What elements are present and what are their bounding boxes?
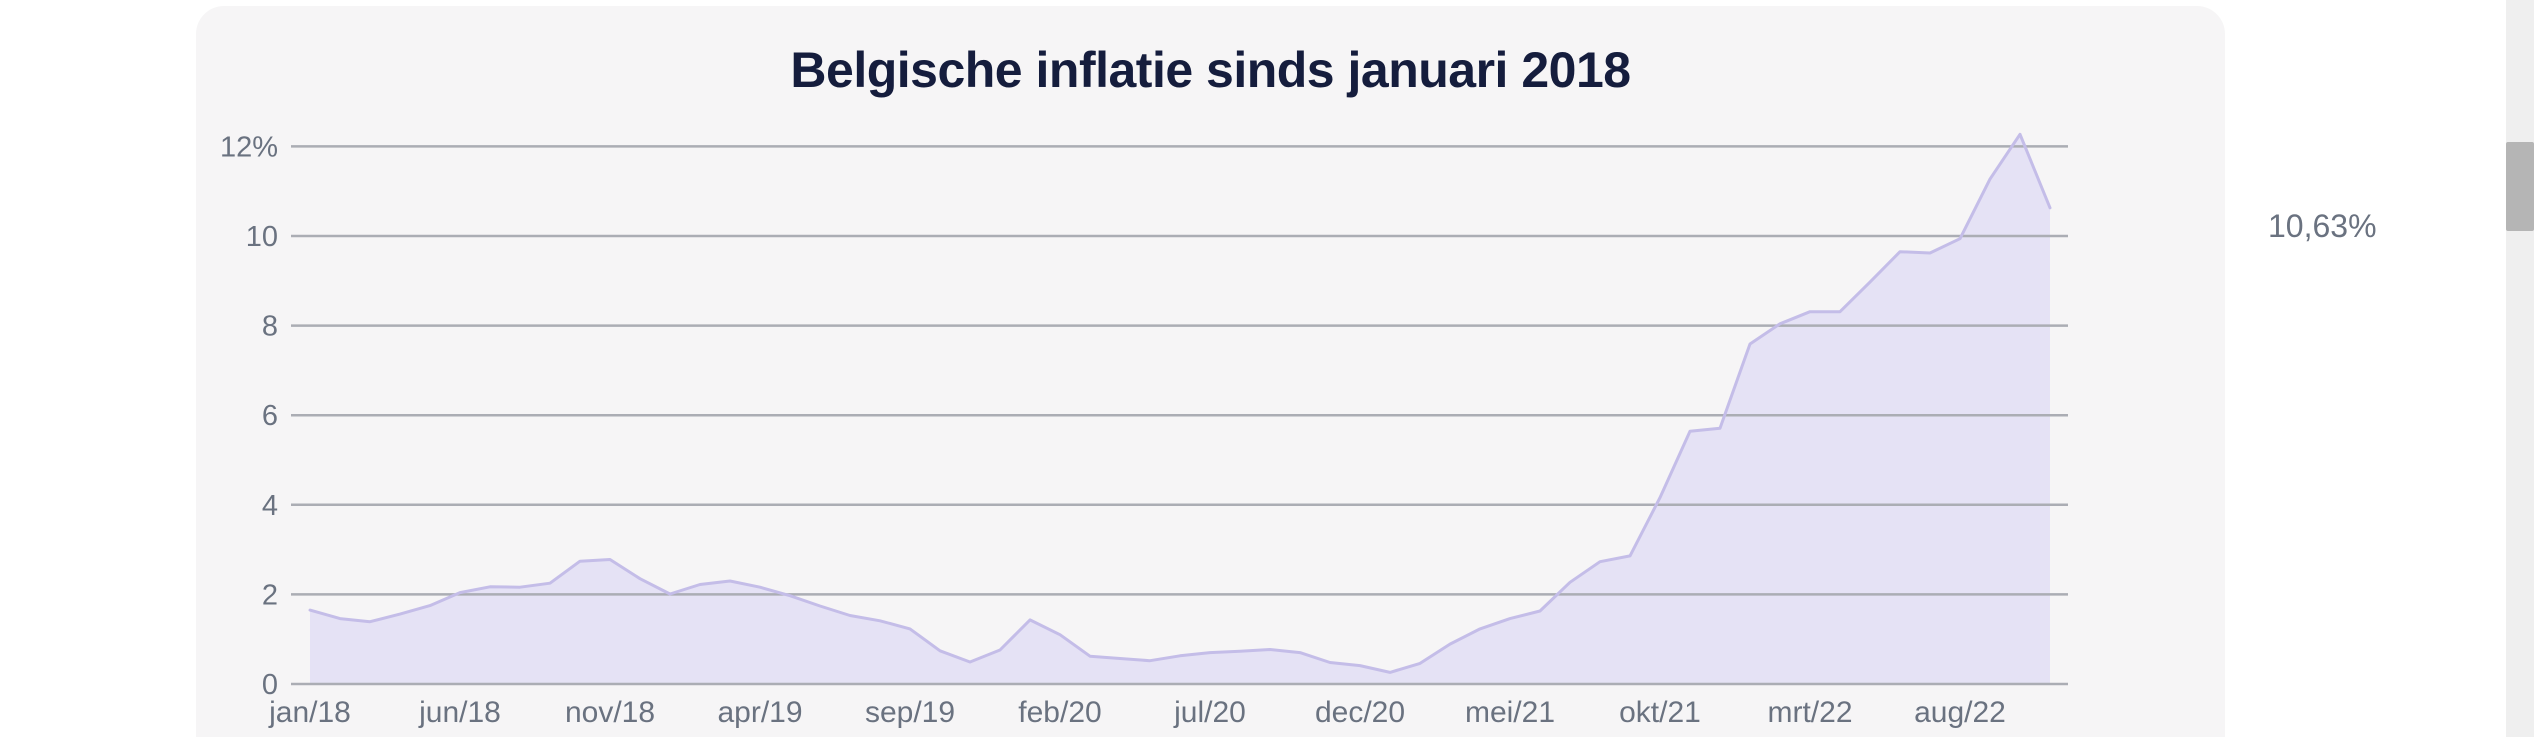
last-value-label: 10,63% (2268, 208, 2377, 244)
x-axis-tick-label: aug/22 (1914, 696, 2006, 729)
y-axis-tick-label: 0 (262, 669, 278, 701)
x-axis-tick-label: jan/18 (268, 696, 351, 729)
area-line (308, 132, 2052, 674)
x-axis-tick-label: dec/20 (1315, 696, 1405, 729)
x-axis-tick-label: jul/20 (1173, 696, 1246, 729)
x-axis-tick-label: mrt/22 (1767, 696, 1852, 729)
x-axis-tick-label: nov/18 (565, 696, 655, 729)
x-axis-tick-label: jun/18 (418, 696, 501, 729)
y-axis-tick-label: 10 (246, 221, 278, 253)
y-axis-tick-label: 4 (262, 490, 278, 522)
x-axis-tick-label: mei/21 (1465, 696, 1555, 729)
chart-title: Belgische inflatie sinds januari 2018 (790, 42, 1631, 98)
scrollbar-thumb[interactable] (2506, 142, 2534, 231)
y-axis-tick-label: 8 (262, 311, 278, 343)
x-axis-tick-label: sep/19 (865, 696, 955, 729)
x-axis-tick-label: apr/19 (717, 696, 802, 729)
x-axis-tick-label: feb/20 (1018, 696, 1101, 729)
y-axis-tick-label: 2 (262, 579, 278, 611)
x-axis-tick-label: okt/21 (1619, 696, 1701, 729)
scrollbar-track[interactable] (2506, 0, 2534, 737)
y-axis-tick-label: 6 (262, 400, 278, 432)
y-axis-tick-label: 12% (220, 131, 278, 163)
chart-card: Belgische inflatie sinds januari 2018 0 2… (196, 6, 2377, 737)
area-fill (310, 134, 2050, 685)
